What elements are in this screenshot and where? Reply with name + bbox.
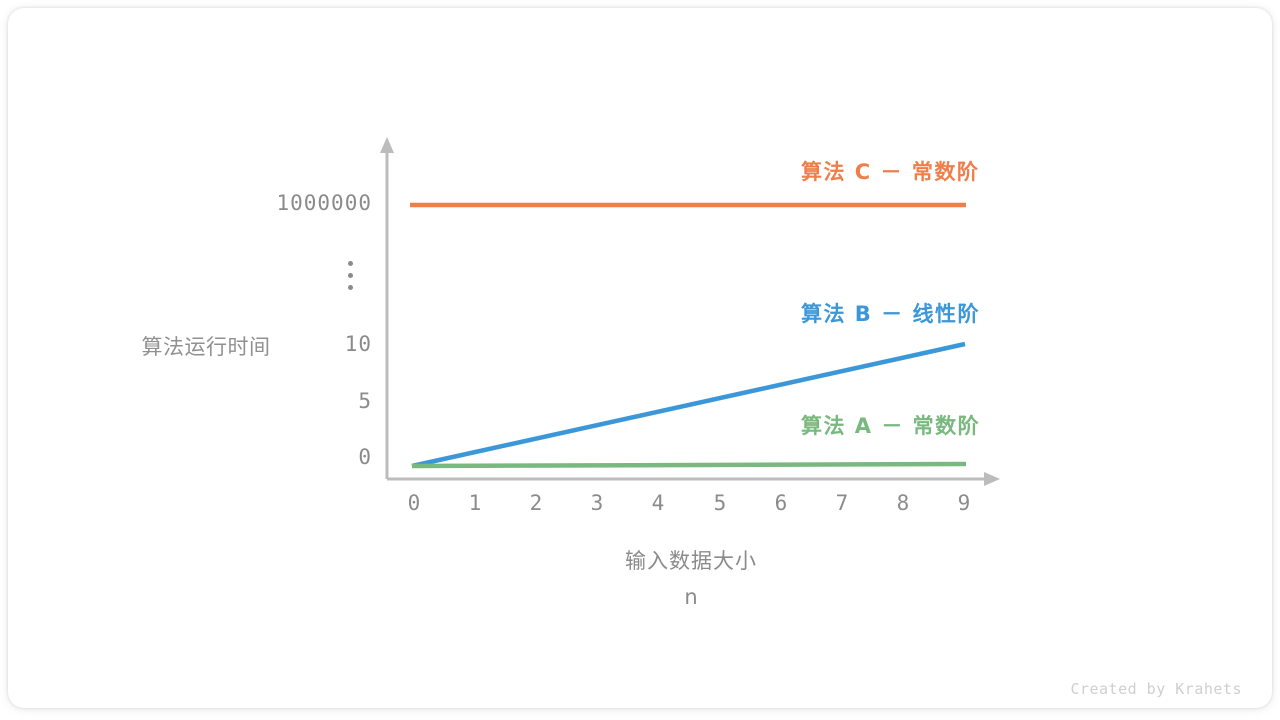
x-axis-title: 输入数据大小 n: [566, 543, 816, 615]
y-tick-label: 1000000: [276, 191, 372, 215]
x-tick-label-6: 6: [774, 491, 788, 515]
series-line-1: [411, 341, 966, 469]
series-line-2: [411, 461, 967, 469]
y-tick-label: 10: [344, 332, 372, 356]
x-axis-title-variable: n: [684, 585, 698, 609]
y-tick-label: 5: [358, 389, 372, 413]
x-tick-label-7: 7: [835, 491, 849, 515]
y-axis-title: 算法运行时间: [141, 335, 271, 359]
x-tick-label-8: 8: [896, 491, 910, 515]
x-tick-label-2: 2: [529, 491, 543, 515]
x-axis-title-main: 输入数据大小: [625, 549, 757, 573]
x-tick-label-1: 1: [468, 491, 482, 515]
x-tick-label-3: 3: [590, 491, 604, 515]
credit-text: Created by Krahets: [1070, 680, 1242, 698]
series-lines: [410, 202, 967, 469]
series-label-1: 算法 B － 线性阶: [801, 302, 980, 326]
x-tick-label-0: 0: [407, 491, 421, 515]
chart-card: [8, 8, 1272, 708]
x-tick-label-4: 4: [651, 491, 665, 515]
x-axis: [387, 472, 1000, 486]
y-tick-label: 0: [358, 445, 372, 469]
x-tick-label-5: 5: [713, 491, 727, 515]
y-tick-ellipsis-icon: [348, 261, 354, 293]
y-axis: [380, 137, 394, 479]
series-label-2: 算法 A － 常数阶: [801, 414, 981, 438]
series-label-0: 算法 C － 常数阶: [801, 160, 980, 184]
x-tick-label-9: 9: [957, 491, 971, 515]
